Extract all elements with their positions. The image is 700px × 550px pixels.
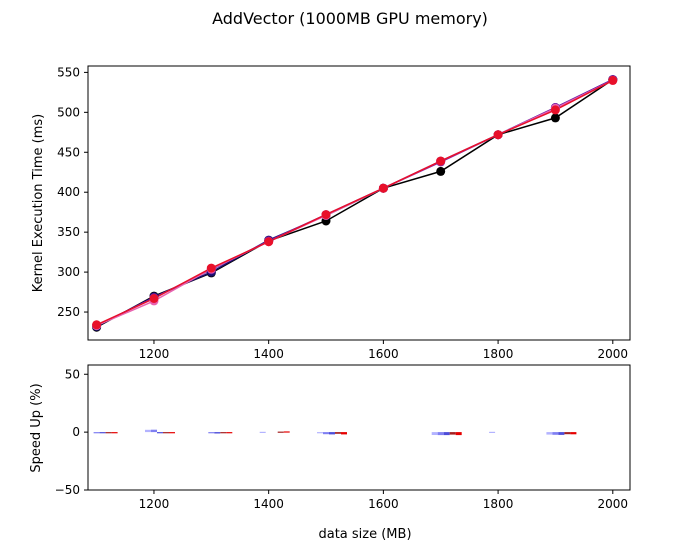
- execution-time-x-ticks: 1200 1400 1600 1800 2000: [139, 340, 628, 361]
- speedup-bar: [329, 432, 335, 435]
- x-tick-label: 1200: [139, 347, 170, 361]
- x-tick-label: 1200: [139, 497, 170, 511]
- speedup-bar: [437, 432, 444, 436]
- x-tick-label: 1400: [253, 497, 284, 511]
- series-0-point: [550, 113, 560, 123]
- series-4-point: [321, 210, 331, 220]
- series-4-line: [96, 79, 614, 326]
- series-4-point: [436, 156, 446, 166]
- speedup-bar: [163, 432, 169, 434]
- series-0-point: [436, 166, 446, 176]
- speedup-bar: [443, 432, 450, 436]
- speedup-x-ticks: 1200 1400 1600 1800 2000: [139, 490, 628, 511]
- speedup-bar: [169, 432, 175, 434]
- speedup-plot-area: [93, 429, 577, 436]
- speedup-bar: [99, 432, 106, 434]
- x-tick-label: 1800: [483, 497, 514, 511]
- speedup-bar: [105, 432, 112, 434]
- speedup-bar: [431, 432, 438, 435]
- x-axis-label: data size (MB): [318, 527, 411, 542]
- y-tick-label: 450: [57, 145, 80, 159]
- speedup-bar: [214, 432, 221, 434]
- y-tick-label: −50: [55, 483, 80, 497]
- series-4-point: [378, 183, 388, 193]
- speedup-bar: [283, 431, 290, 433]
- execution-time-y-ticks: 250 300 350 400 450 500 550: [57, 65, 88, 319]
- speedup-bar: [317, 432, 323, 434]
- y-tick-label: 0: [72, 425, 80, 439]
- x-tick-label: 1400: [253, 347, 284, 361]
- speedup-bar: [157, 432, 163, 434]
- speedup-bar: [564, 432, 571, 435]
- y-tick-label: 250: [57, 305, 80, 319]
- speedup-bar: [151, 429, 157, 433]
- execution-time-axes: 1200 1400 1600 1800 2000 250 300 350 400 450 500 5…: [31, 65, 631, 361]
- series-4-point: [92, 320, 102, 330]
- y-tick-label: 400: [57, 185, 80, 199]
- speedup-bar: [449, 432, 456, 435]
- x-tick-label: 1800: [483, 347, 514, 361]
- speedup-axes: 1200 1400 1600 1800 2000 −50 0 50 Speed Up (%)…: [29, 364, 631, 542]
- speedup-bar: [341, 432, 347, 435]
- speedup-axes-frame: [87, 364, 631, 491]
- series-4-point: [608, 75, 618, 85]
- speedup-bar: [226, 432, 233, 434]
- y-tick-label: 50: [65, 367, 80, 381]
- x-tick-label: 1600: [368, 347, 399, 361]
- y-tick-label: 550: [57, 65, 80, 79]
- speedup-bar: [455, 432, 462, 436]
- speedup-bar: [558, 432, 565, 435]
- speedup-bar: [111, 432, 118, 434]
- speedup-bar: [546, 432, 553, 435]
- speedup-bar: [323, 432, 329, 435]
- speedup-bar: [277, 431, 284, 433]
- y-tick-label: 350: [57, 225, 80, 239]
- x-tick-label: 2000: [598, 347, 629, 361]
- execution-time-y-axis-label: Kernel Execution Time (ms): [31, 114, 46, 292]
- speedup-bar: [208, 432, 215, 434]
- speedup-bar: [145, 429, 151, 433]
- series-4-point: [264, 237, 274, 247]
- x-tick-label: 2000: [598, 497, 629, 511]
- speedup-bar: [93, 432, 100, 434]
- y-tick-label: 500: [57, 105, 80, 119]
- execution-time-plot-area: [92, 75, 618, 332]
- series-4-point: [206, 263, 216, 273]
- chart-title: AddVector (1000MB GPU memory): [212, 9, 488, 28]
- series-4-point: [149, 294, 159, 303]
- speedup-bar: [489, 431, 496, 433]
- speedup-y-ticks: −50 0 50: [55, 367, 88, 497]
- y-tick-label: 300: [57, 265, 80, 279]
- speedup-bar: [335, 432, 341, 434]
- speedup-y-axis-label: Speed Up (%): [29, 383, 44, 472]
- speedup-bar: [570, 432, 577, 435]
- speedup-bar: [552, 432, 559, 435]
- speedup-bar: [259, 431, 266, 433]
- series-4-point: [550, 105, 560, 115]
- x-tick-label: 1600: [368, 497, 399, 511]
- execution-time-axes-frame: [87, 65, 631, 341]
- series-4-point: [493, 130, 503, 140]
- speedup-bar: [220, 432, 227, 434]
